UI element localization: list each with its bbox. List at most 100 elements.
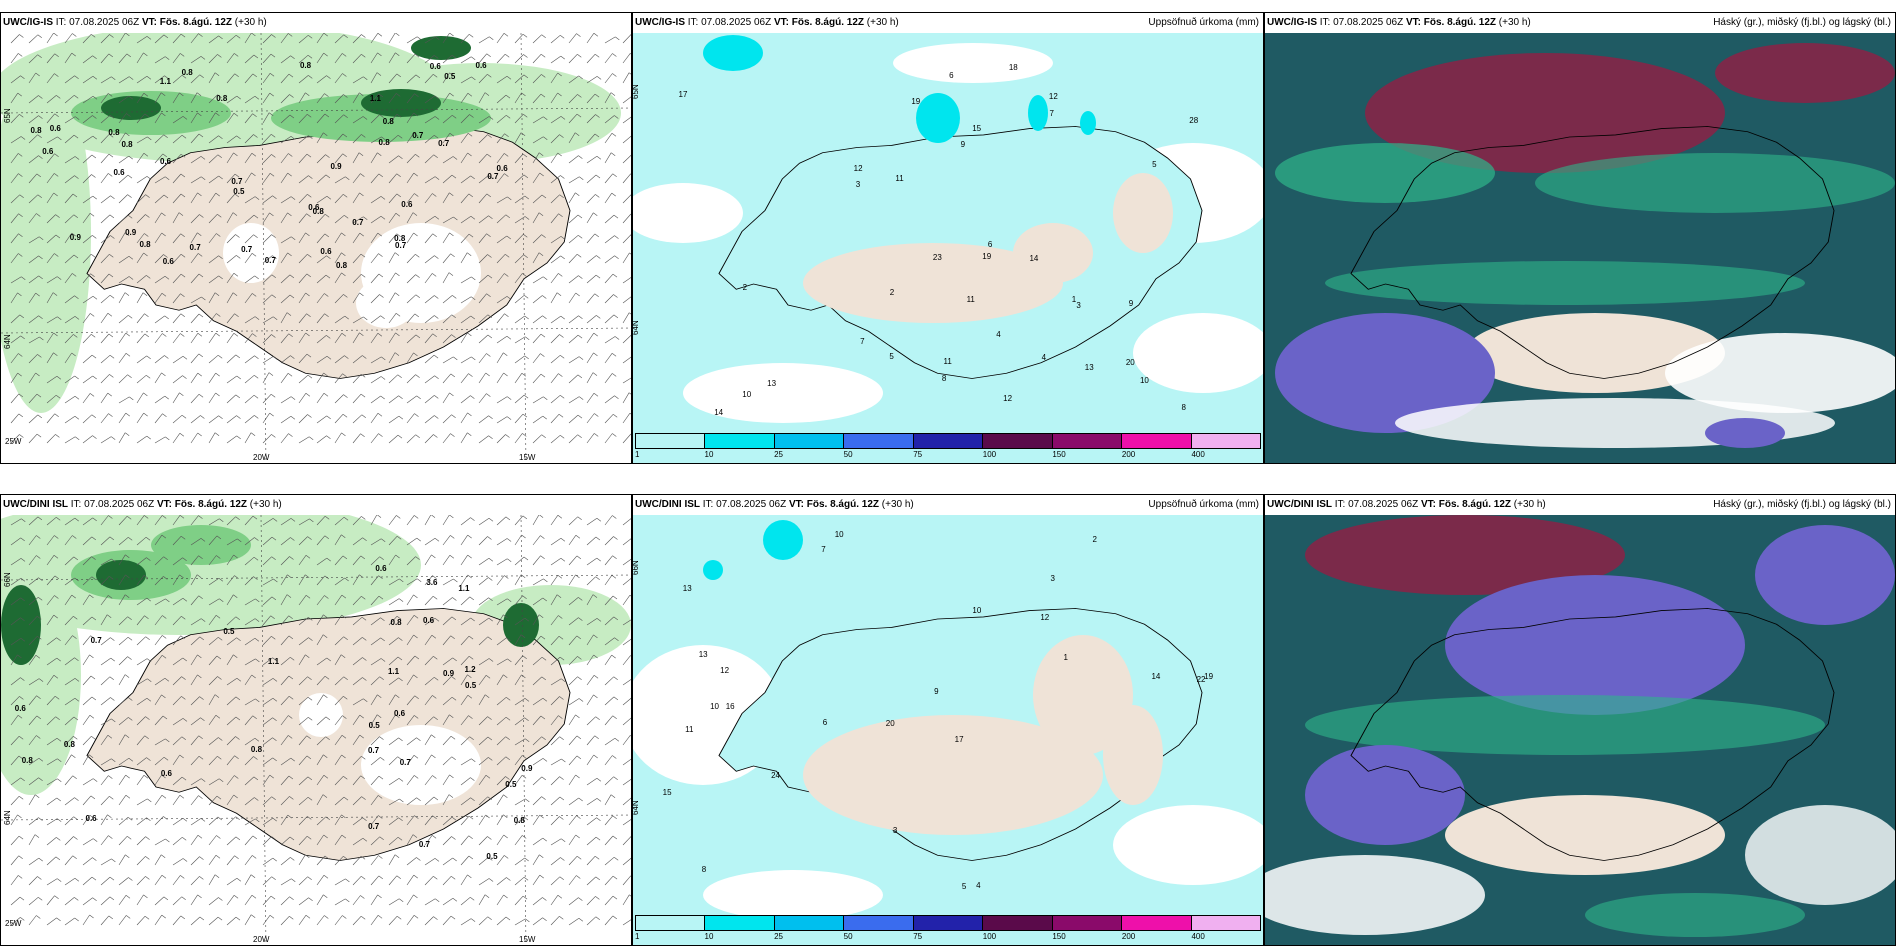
wind-barb-flag [487, 254, 492, 258]
wind-barb-flag [559, 656, 565, 661]
wind-barb-flag [578, 617, 583, 621]
wind-barb-flag [489, 36, 494, 41]
wind-barb-flag [486, 233, 491, 237]
value-label: 0.5 [233, 187, 245, 197]
wind-barb-flag [252, 73, 257, 78]
wind-barb [550, 696, 560, 706]
wind-barb [478, 134, 488, 144]
colorbar-cell [774, 916, 845, 930]
wind-barb-flag [323, 754, 328, 759]
wind-barb [406, 232, 414, 244]
wind-barb [352, 116, 364, 124]
wind-barb [478, 175, 489, 184]
wind-barb-flag [488, 597, 493, 602]
value-label: 0.5 [505, 780, 517, 790]
wind-barb-flag [434, 95, 439, 100]
model-name: UWC/DINI ISL [3, 499, 68, 510]
wind-barb [154, 816, 164, 826]
value-label: 0.8 [299, 61, 312, 71]
wind-barb [244, 234, 254, 244]
colorbar-tick: 50 [843, 932, 853, 941]
wind-barb-flag [576, 735, 582, 740]
wind-barb-flag [19, 194, 24, 199]
wind-barb-flag [541, 796, 546, 800]
wind-barb-flag [377, 332, 383, 337]
wind-barb-flag [92, 435, 97, 439]
wind-barb [370, 33, 379, 44]
colorbar-cell [1052, 434, 1123, 448]
wind-barb-flag [308, 617, 313, 621]
wind-barb [568, 855, 578, 866]
wind-barb [298, 332, 306, 344]
wind-barb-flag [107, 614, 112, 618]
wind-barb [460, 296, 472, 304]
wind-barb [316, 595, 325, 606]
wind-barb-flag [91, 576, 96, 581]
wind-barb [154, 515, 163, 526]
wind-barb [46, 73, 55, 84]
wind-barb-flag [55, 695, 60, 700]
wind-barb-flag [630, 735, 631, 737]
wind-barb-flag [111, 758, 116, 763]
wind-barb [262, 615, 271, 626]
wind-barb-flag [362, 677, 367, 681]
wind-barb-flag [596, 557, 601, 562]
wind-barb-flag [521, 775, 527, 779]
wind-barb [406, 755, 415, 766]
wind-barb-flag [145, 536, 151, 541]
wind-barb-flag [560, 537, 566, 542]
wind-barb [460, 736, 470, 746]
wind-barb [316, 634, 324, 646]
wind-barb-flag [523, 876, 529, 881]
wind-barb [262, 774, 271, 786]
wind-barb-flag [180, 193, 186, 198]
wind-barb [604, 875, 614, 886]
wind-barb [280, 635, 290, 646]
wind-barb [550, 35, 561, 44]
wind-barb-flag [593, 352, 598, 357]
lon-15w: 15W [519, 935, 536, 944]
wind-barb-flag [450, 253, 455, 258]
wind-barb-flag [575, 834, 580, 839]
wind-barb [226, 135, 237, 144]
wind-barb [514, 634, 522, 646]
wind-barb-flag [560, 315, 565, 320]
wind-barb-flag [323, 774, 329, 779]
wind-barb [136, 735, 145, 746]
wind-barb [550, 355, 561, 364]
wind-barb [244, 432, 252, 444]
wind-barb [496, 416, 508, 424]
wind-barb-flag [125, 33, 130, 37]
wind-barb-flag [360, 433, 365, 437]
wind-barb-flag [434, 135, 439, 139]
wind-barb-flag [488, 878, 494, 882]
wind-barb [478, 193, 488, 204]
wind-barb-flag [271, 434, 276, 438]
wind-barb-flag [214, 432, 220, 436]
wind-barb [388, 272, 396, 284]
wind-barb [316, 313, 325, 324]
wind-barb-flag [326, 255, 331, 259]
wind-barb-flag [20, 777, 25, 782]
wind-barb-flag [214, 874, 220, 878]
wind-barb-flag [201, 296, 206, 301]
wind-barb-flag [506, 637, 511, 641]
wind-barb [64, 556, 75, 566]
wind-barb [604, 373, 613, 384]
wind-barb [514, 755, 523, 766]
wind-barb [532, 93, 542, 104]
wind-barb [532, 837, 543, 846]
wind-barb [514, 595, 523, 606]
wind-barb-flag [271, 294, 276, 299]
value-label: 6 [987, 239, 993, 249]
wind-barb [532, 136, 544, 144]
value-label: 5 [961, 882, 967, 892]
wind-barb-flag [307, 414, 312, 418]
wind-barb-flag [272, 678, 278, 682]
wind-barb-flag [413, 674, 418, 679]
wind-barb [172, 193, 182, 204]
wind-barb [100, 273, 110, 284]
wind-barb [424, 95, 435, 104]
wind-barb [478, 757, 489, 766]
wind-barb [406, 815, 415, 826]
